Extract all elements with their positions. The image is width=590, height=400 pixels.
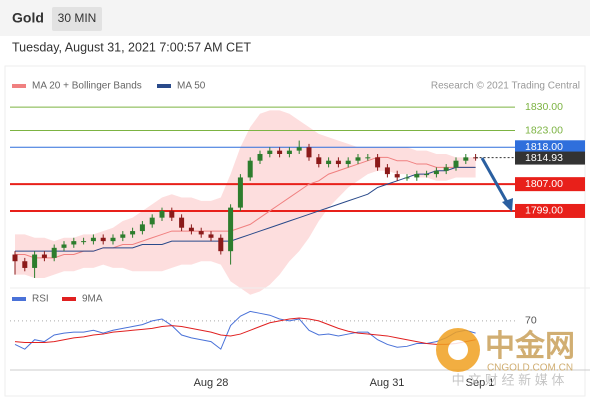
candle-body (41, 254, 47, 258)
watermark-domain: CNGOLD.COM.CN (487, 363, 573, 374)
level-tag (515, 203, 585, 218)
legend-label: RSI (32, 294, 49, 305)
legend-swatch (62, 297, 76, 301)
candle-body (81, 241, 87, 243)
candle-body (277, 150, 283, 154)
candle-body (22, 261, 28, 268)
candle-body (257, 153, 263, 161)
watermark-logo-icon (448, 340, 468, 360)
candle-body (179, 217, 185, 228)
level-label: 1807.00 (525, 178, 563, 190)
credit: Research © 2021 Trading Central (431, 81, 580, 92)
candle-body (208, 234, 214, 238)
legend-label: 9MA (82, 294, 103, 305)
current-price-tag (515, 151, 585, 165)
candle-body (296, 147, 302, 151)
level-label: 1799.00 (525, 205, 563, 217)
watermark: 中金网 CNGOLD.COM.CN 中 文 财 经 新 媒 体 (436, 328, 575, 387)
candle-body (159, 210, 165, 218)
rsi-line (14, 317, 476, 345)
candle-body (463, 157, 469, 161)
candle-body (375, 157, 381, 168)
y-tick-label: 70 (525, 315, 537, 327)
candle-body (306, 147, 312, 158)
x-tick-label: Aug 31 (370, 377, 405, 389)
candle-body (149, 217, 155, 225)
level-tag (515, 140, 585, 155)
level-label: 1823.00 (525, 124, 563, 136)
candle-body (443, 167, 449, 171)
candle-body (335, 160, 341, 165)
candle-body (365, 157, 371, 159)
candle-body (71, 241, 77, 245)
candle-body (61, 244, 67, 248)
candle-body (32, 254, 38, 268)
candle-body (139, 224, 145, 232)
level-label: 1818.00 (525, 141, 563, 153)
current-price-label: 1814.93 (525, 152, 563, 164)
candle-body (90, 237, 96, 242)
timeframe-badge[interactable] (52, 7, 102, 31)
ma50-line (15, 166, 476, 252)
candle-body (169, 210, 175, 218)
candle-body (237, 177, 243, 208)
candle-body (433, 170, 439, 175)
candle-body (326, 160, 332, 165)
legend-swatch (12, 84, 26, 88)
candle-body (130, 231, 136, 235)
timeframe[interactable]: 30 MIN (58, 11, 97, 25)
legend-label: MA 20 + Bollinger Bands (32, 81, 142, 92)
candle-body (384, 167, 390, 175)
candle-body (247, 160, 253, 178)
candle-body (355, 157, 361, 161)
candle-body (228, 207, 234, 252)
datetime: Tuesday, August 31, 2021 7:00:57 AM CET (12, 40, 251, 54)
level-tag (515, 177, 585, 192)
candle-body (316, 157, 322, 165)
level-label: 1830.00 (525, 101, 563, 113)
bollinger-band (15, 110, 476, 295)
candle-body (120, 234, 126, 238)
candle-body (100, 237, 106, 242)
watermark-slogan: 中 文 财 经 新 媒 体 (452, 372, 565, 387)
candle-body (414, 174, 420, 178)
candle-body (198, 231, 204, 235)
rsi-line (14, 310, 476, 350)
candle-body (424, 174, 430, 176)
panel-frame (4, 65, 586, 397)
candle-body (394, 174, 400, 178)
instrument: Gold (12, 10, 44, 26)
candle-body (404, 177, 410, 179)
forecast-arrow (480, 157, 510, 205)
legend-swatch (12, 297, 26, 301)
watermark-logo: 中金网 (485, 329, 575, 363)
candle-body (12, 254, 18, 262)
legend-label: MA 50 (177, 81, 206, 92)
candle-body (218, 237, 224, 252)
forecast-arrowhead (502, 198, 513, 212)
x-tick-label: Aug 28 (194, 377, 229, 389)
legend-swatch (157, 84, 171, 88)
candle-body (188, 227, 194, 232)
candle-body (267, 150, 273, 154)
candle-body (110, 237, 116, 242)
candle-body (51, 247, 57, 258)
x-tick-label: Sep 1 (466, 377, 495, 389)
candle-body (286, 150, 292, 154)
candle-body (453, 160, 459, 168)
candle-body (345, 160, 351, 165)
